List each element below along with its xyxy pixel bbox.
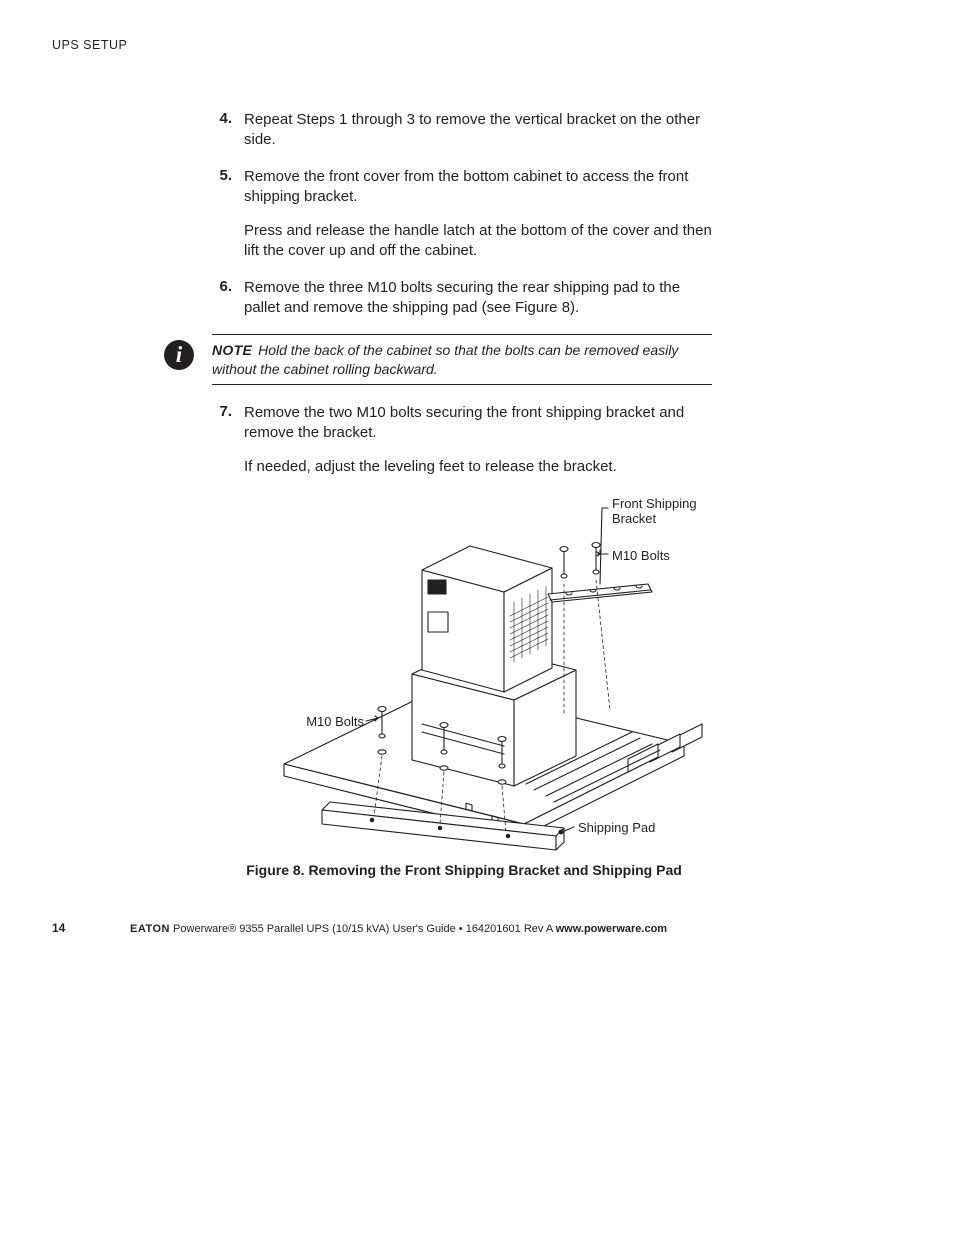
step-body: Remove the three M10 bolts securing the … [244, 278, 712, 319]
note-body: Hold the back of the cabinet so that the… [212, 342, 678, 377]
step-body: Remove the front cover from the bottom c… [244, 167, 712, 262]
step-number: 6. [212, 278, 244, 319]
step-text: If needed, adjust the leveling feet to r… [244, 457, 712, 477]
step-7: 7. Remove the two M10 bolts securing the… [212, 403, 712, 478]
note-label: NOTE [212, 342, 252, 358]
footer-body: Powerware® 9355 Parallel UPS (10/15 kVA)… [170, 923, 556, 935]
page: UPS SETUP 4. Repeat Steps 1 through 3 to… [0, 0, 954, 1235]
step-text: Repeat Steps 1 through 3 to remove the v… [244, 110, 712, 151]
step-5: 5. Remove the front cover from the botto… [212, 167, 712, 262]
step-text: Remove the two M10 bolts securing the fr… [244, 403, 712, 444]
step-4: 4. Repeat Steps 1 through 3 to remove th… [212, 110, 712, 151]
label-shipping-pad: Shipping Pad [578, 820, 655, 836]
step-text: Press and release the handle latch at th… [244, 221, 712, 262]
label-m10-bolts-top: M10 Bolts [612, 548, 670, 564]
label-front-shipping-bracket: Front Shipping Bracket [612, 496, 697, 527]
step-number: 4. [212, 110, 244, 151]
footer-text: EATON Powerware® 9355 Parallel UPS (10/1… [130, 923, 667, 935]
info-icon: i [164, 340, 194, 370]
running-head: UPS SETUP [52, 38, 127, 52]
step-number: 7. [212, 403, 244, 478]
footer-url: www.powerware.com [556, 923, 667, 935]
footer-brand: EATON [130, 923, 170, 935]
step-text: Remove the three M10 bolts securing the … [244, 278, 712, 319]
main-content: 4. Repeat Steps 1 through 3 to remove th… [212, 110, 712, 878]
label-m10-bolts-left: M10 Bolts [304, 714, 364, 730]
step-number: 5. [212, 167, 244, 262]
step-text: Remove the front cover from the bottom c… [244, 167, 712, 208]
note-text: NOTEHold the back of the cabinet so that… [212, 335, 712, 384]
figure-8: Front Shipping Bracket M10 Bolts M10 Bol… [204, 494, 724, 878]
page-number: 14 [52, 921, 65, 935]
note-block: i NOTEHold the back of the cabinet so th… [212, 334, 712, 385]
step-6: 6. Remove the three M10 bolts securing t… [212, 278, 712, 319]
step-body: Repeat Steps 1 through 3 to remove the v… [244, 110, 712, 151]
note-rule-bottom [212, 384, 712, 385]
step-body: Remove the two M10 bolts securing the fr… [244, 403, 712, 478]
figure-caption: Figure 8. Removing the Front Shipping Br… [204, 862, 724, 878]
